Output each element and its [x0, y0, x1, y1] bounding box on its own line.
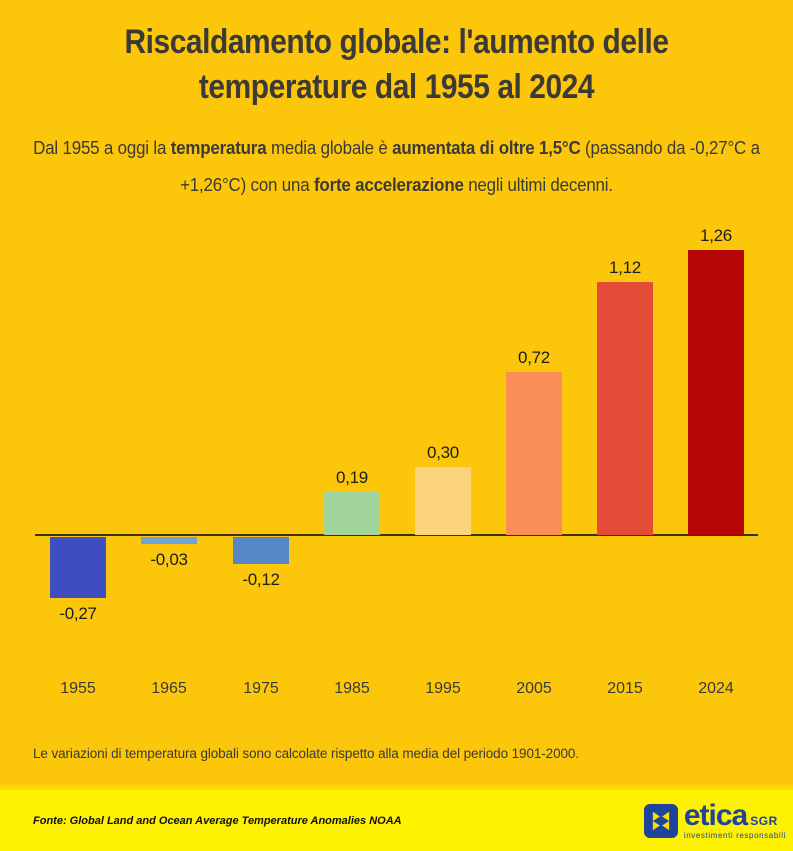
subtitle-text: +1,26°C) con una: [180, 175, 314, 195]
x-axis-label-1985: 1985: [334, 680, 370, 697]
x-axis-label-1955: 1955: [60, 680, 96, 697]
etica-sgr-logo: etica SGR investimenti responsabili: [643, 798, 786, 840]
bar-1995: [415, 467, 471, 535]
subtitle-text: Dal 1955 a oggi la: [33, 138, 171, 158]
bar-value-label-1975: -0,12: [242, 570, 280, 589]
logo-text: etica SGR investimenti responsabili: [683, 798, 786, 840]
bar-1965: [141, 537, 197, 544]
bar-value-label-2015: 1,12: [609, 258, 641, 277]
subtitle-text: media globale è: [266, 138, 393, 158]
bar-1955: [50, 537, 106, 598]
x-axis-label-2015: 2015: [607, 680, 643, 697]
subtitle-bold-text: aumentata di oltre 1,5°C: [392, 138, 581, 158]
x-axis-label-1975: 1975: [243, 680, 279, 697]
subtitle-text: negli ultimi decenni.: [463, 175, 613, 195]
bar-value-label-1985: 0,19: [336, 468, 368, 487]
x-axis-line: [35, 534, 758, 536]
x-axis-label-1965: 1965: [151, 680, 187, 697]
subtitle-text: (passando da -0,27°C a: [580, 138, 760, 158]
bar-1985: [324, 492, 380, 535]
x-axis-label-2024: 2024: [698, 680, 734, 697]
bar-2024: [688, 250, 744, 535]
logo-brand-name: etica: [683, 798, 748, 832]
bar-value-label-1995: 0,30: [427, 443, 459, 462]
source-credit: Fonte: Global Land and Ocean Average Tem…: [33, 814, 402, 827]
x-axis-label-1995: 1995: [425, 680, 461, 697]
page-title-line-1: Riscaldamento globale: l'aumento delle: [124, 23, 669, 61]
subtitle-bold-text: temperatura: [170, 138, 267, 158]
bar-value-label-1955: -0,27: [59, 604, 97, 623]
logo-brand-suffix: SGR: [750, 813, 778, 828]
footer-bar: Fonte: Global Land and Ocean Average Tem…: [0, 785, 793, 851]
subtitle-bold-text: forte accelerazione: [313, 175, 464, 195]
methodology-note: Le variazioni di temperatura globali son…: [33, 746, 579, 761]
logo-brand-row: etica SGR: [683, 798, 786, 832]
page-title-line-2: temperature dal 1955 al 2024: [198, 68, 595, 106]
x-axis-label-2005: 2005: [516, 680, 552, 697]
bar-value-label-2005: 0,72: [518, 348, 550, 367]
logo-tagline: investimenti responsabili: [683, 830, 786, 840]
bar-2015: [597, 282, 653, 535]
bar-1975: [233, 537, 289, 564]
etica-butterfly-icon: [643, 803, 678, 838]
bar-value-label-2024: 1,26: [700, 226, 732, 245]
bar-value-label-1965: -0,03: [150, 550, 188, 569]
subtitle: Dal 1955 a oggi la temperatura media glo…: [24, 130, 769, 204]
page-title: Riscaldamento globale: l'aumento delle t…: [0, 20, 793, 110]
bar-chart: -0,27 1955 -0,03 1965 -0,12 1975 0,19 1985 0,30 1…: [35, 220, 758, 720]
bar-2005: [506, 372, 562, 535]
